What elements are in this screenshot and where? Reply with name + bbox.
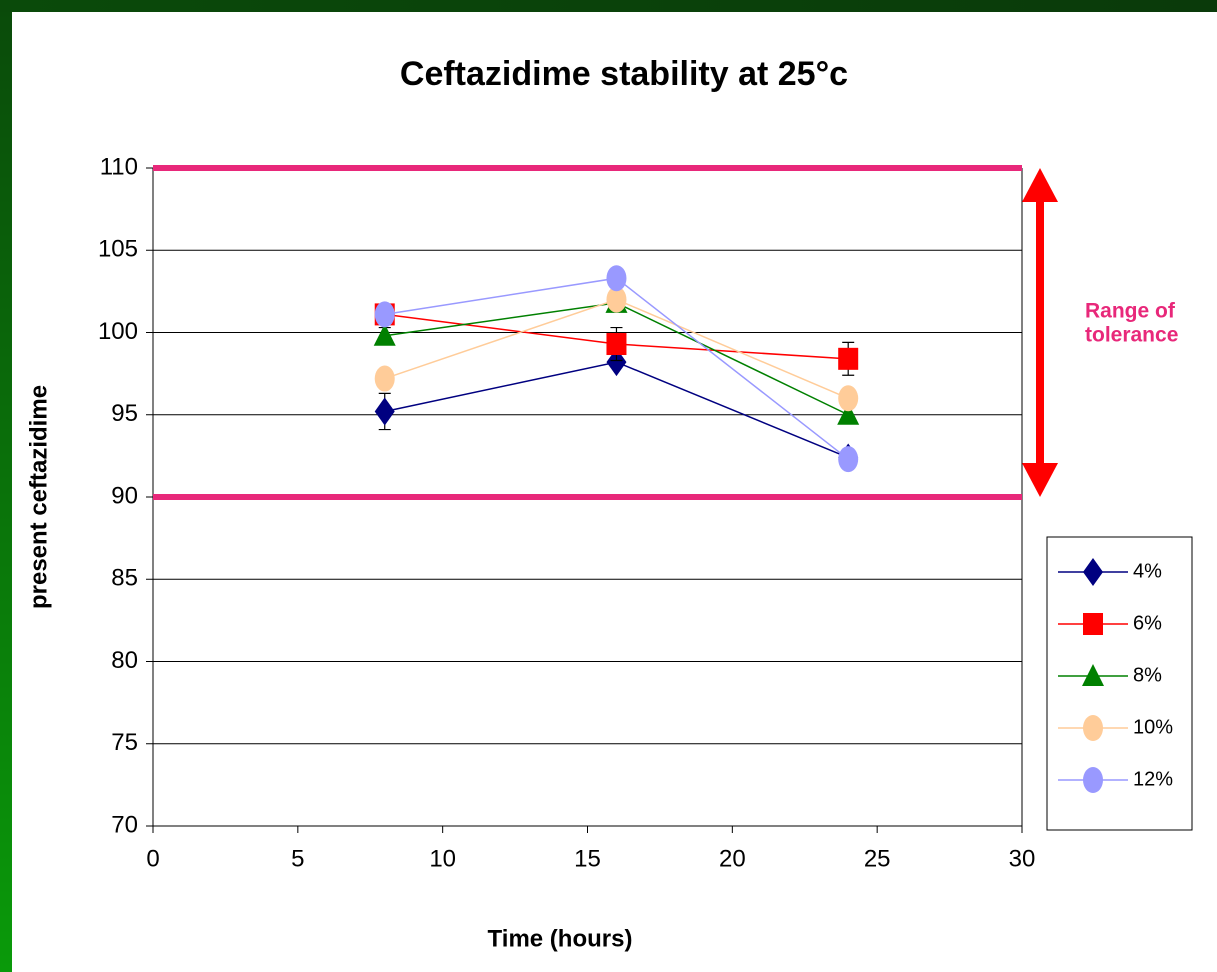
legend-box	[1046, 536, 1193, 831]
data-point	[837, 402, 860, 425]
data-point	[374, 397, 395, 426]
legend-marker	[1082, 664, 1104, 686]
legend-label: 12%	[1133, 768, 1173, 790]
legend-marker	[1083, 715, 1103, 741]
frame-top	[0, 0, 1217, 12]
legend-label: 4%	[1133, 560, 1162, 582]
tolerance-arrow-head	[1022, 168, 1058, 202]
legend-marker	[1083, 767, 1103, 793]
data-point	[606, 333, 627, 356]
legend-label: 8%	[1133, 664, 1162, 686]
x-axis-title: Time (hours)	[488, 925, 633, 952]
data-point	[838, 446, 859, 473]
y-tick-label: 110	[100, 153, 138, 180]
x-tick-label: 10	[429, 845, 456, 872]
y-tick-label: 95	[111, 400, 138, 427]
y-tick-label: 85	[111, 565, 138, 592]
legend-label: 6%	[1133, 612, 1162, 634]
data-point	[606, 265, 627, 292]
y-tick-label: 70	[111, 811, 138, 838]
y-tick-label: 75	[111, 729, 138, 756]
y-tick-label: 90	[111, 482, 138, 509]
legend-label: 10%	[1133, 716, 1173, 738]
y-tick-label: 100	[98, 318, 138, 345]
y-tick-label: 105	[98, 236, 138, 263]
legend-marker	[1083, 613, 1103, 635]
x-tick-label: 15	[574, 845, 601, 872]
frame-left	[0, 0, 12, 972]
annotation: Range of	[1085, 300, 1176, 323]
x-tick-label: 30	[1009, 845, 1036, 872]
data-point	[606, 286, 627, 313]
x-tick-label: 5	[291, 845, 304, 872]
y-axis-title: present ceftazidime	[25, 385, 52, 609]
x-tick-label: 20	[719, 845, 746, 872]
tolerance-arrow-head	[1022, 463, 1058, 497]
data-point	[606, 348, 627, 377]
data-point	[838, 385, 859, 412]
chart-title: Ceftazidime stability at 25°c	[400, 55, 848, 93]
data-point	[373, 323, 396, 346]
data-point	[374, 301, 395, 328]
data-point	[374, 365, 395, 392]
x-tick-label: 25	[864, 845, 891, 872]
y-tick-label: 80	[111, 647, 138, 674]
x-tick-label: 0	[146, 845, 159, 872]
legend-marker	[1083, 558, 1103, 586]
data-point	[838, 347, 859, 370]
annotation: tolerance	[1085, 324, 1178, 347]
